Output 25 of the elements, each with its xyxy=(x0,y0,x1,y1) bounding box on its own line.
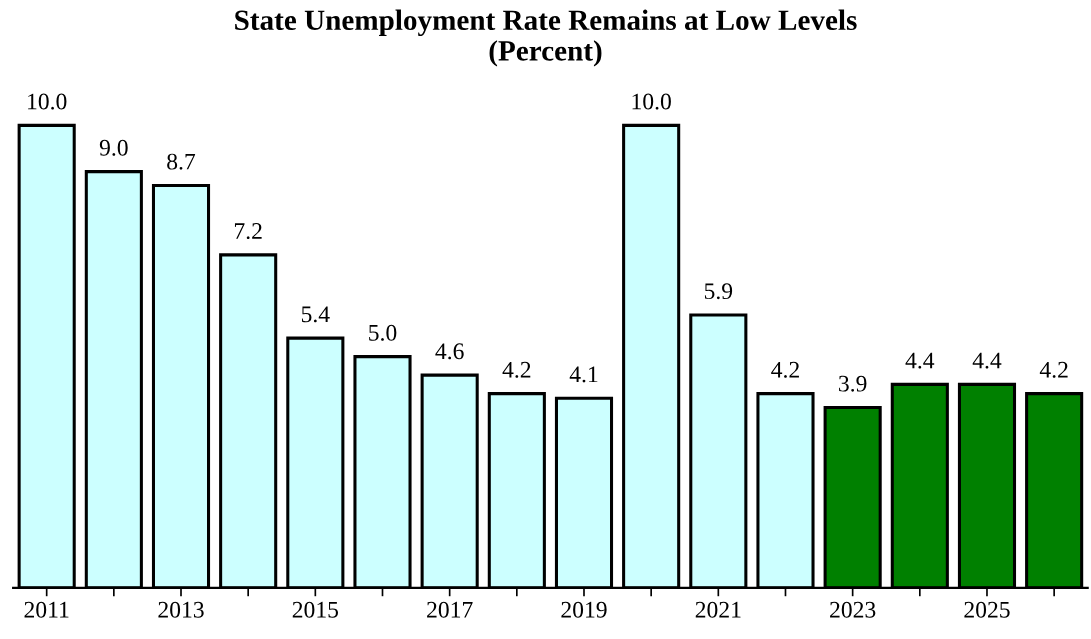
data-label: 10.0 xyxy=(28,93,67,110)
data-label: 4.2 xyxy=(502,361,531,378)
data-label: 9.0 xyxy=(99,139,128,156)
data-label: 4.4 xyxy=(972,352,1002,369)
data-label: 5.4 xyxy=(301,306,330,323)
data-label: 7.2 xyxy=(234,223,262,240)
data-label: 8.7 xyxy=(167,153,196,170)
data-label: 5.0 xyxy=(369,324,397,341)
data-label: 5.9 xyxy=(704,283,733,300)
data-label: 10.0 xyxy=(632,93,671,110)
x-tick-label: 2017 xyxy=(427,601,473,618)
data-label: 4.1 xyxy=(569,366,598,383)
x-tick-label: 2019 xyxy=(561,601,607,618)
x-tick-label: 2025 xyxy=(964,601,1010,618)
data-label: 4.2 xyxy=(771,361,799,378)
chart-title: State Unemployment Rate Remains at Low Levels (Percent) xyxy=(235,9,857,67)
x-tick-label: 2011 xyxy=(24,601,69,618)
x-tick-label: 2021 xyxy=(695,601,741,618)
data-label: 4.2 xyxy=(1039,361,1068,378)
x-tick-label: 2015 xyxy=(292,601,339,618)
x-tick-label: 2013 xyxy=(158,601,204,618)
data-label: 4.6 xyxy=(435,343,464,360)
data-label: 4.4 xyxy=(905,352,935,369)
data-label: 3.9 xyxy=(839,375,867,392)
x-tick-label: 2023 xyxy=(830,601,876,618)
